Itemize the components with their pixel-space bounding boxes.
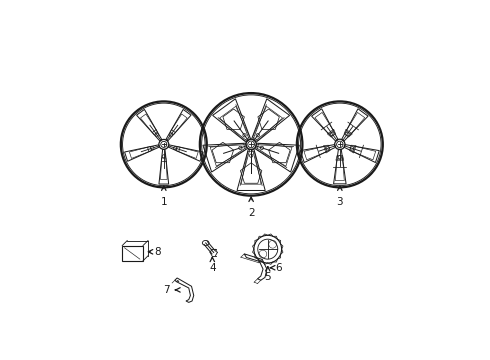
Text: 3: 3 xyxy=(337,197,343,207)
Text: 6: 6 xyxy=(275,263,282,273)
Text: 4: 4 xyxy=(209,263,216,273)
Text: 7: 7 xyxy=(163,285,170,295)
Text: 8: 8 xyxy=(155,247,161,257)
Text: 1: 1 xyxy=(161,197,167,207)
Text: 5: 5 xyxy=(265,272,271,282)
Text: 2: 2 xyxy=(248,208,254,218)
